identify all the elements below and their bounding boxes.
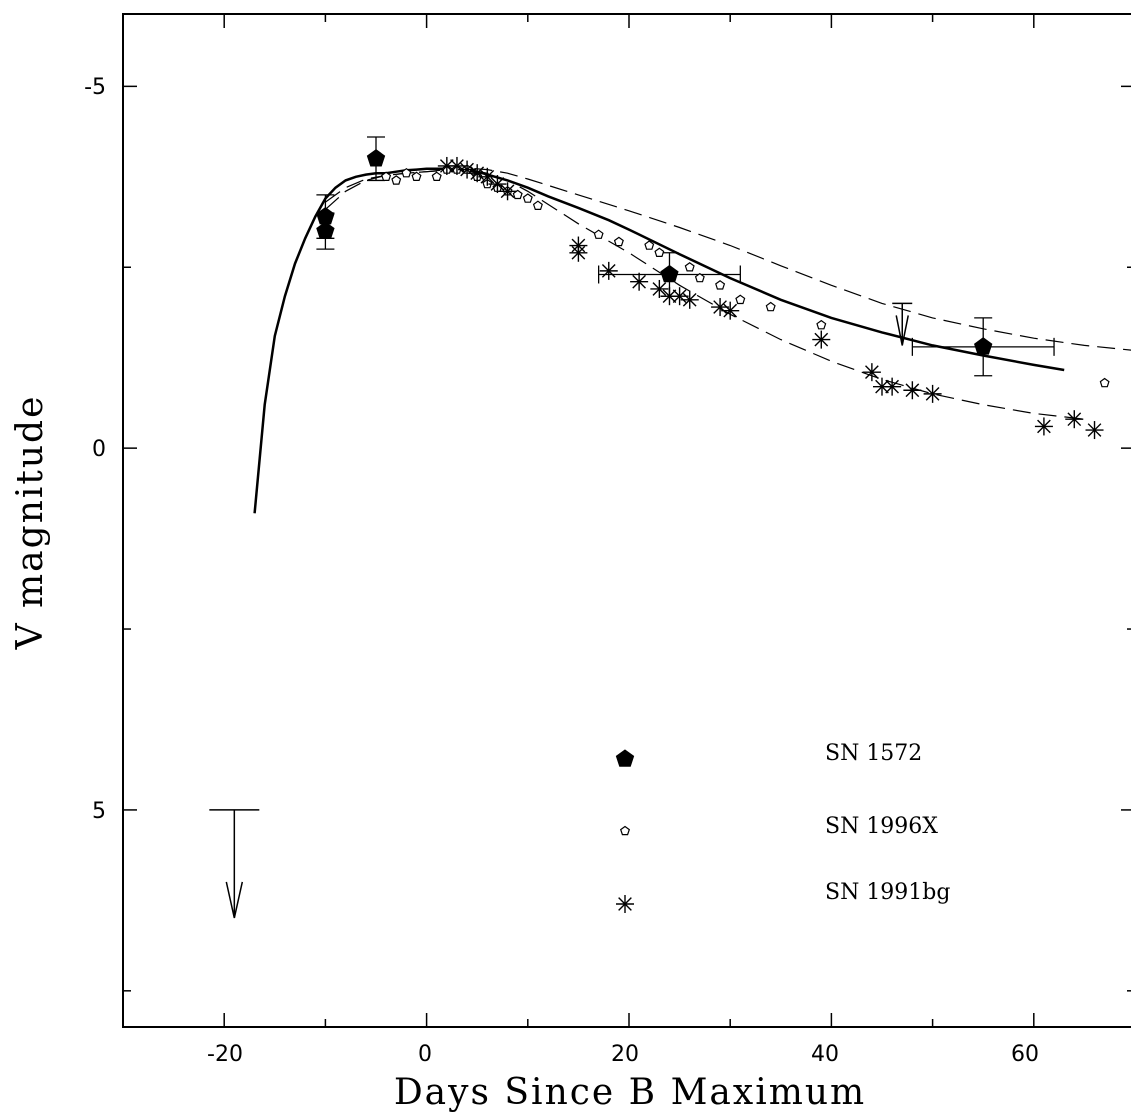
legend-marker-sn1572: [615, 749, 635, 767]
data-point: [630, 272, 649, 291]
data-point: [488, 175, 507, 194]
data-point: [1085, 421, 1104, 440]
data-point: [478, 167, 497, 186]
data-point: [883, 377, 902, 396]
data-point: [654, 247, 665, 257]
data-point: [735, 294, 746, 305]
data-point: [974, 337, 993, 355]
data-point: [366, 149, 386, 167]
y-tick-label: 5: [92, 799, 106, 824]
legend-marker-sn1991bg: [616, 895, 634, 913]
data-point: [903, 381, 922, 400]
data-point: [660, 264, 679, 283]
data-point: [715, 280, 726, 290]
x-axis-title: Days Since B Maximum: [394, 1072, 866, 1113]
model-curve-dashed: [324, 168, 1085, 420]
data-point: [684, 262, 695, 272]
model-curves: [253, 167, 1131, 514]
axis-ticks: [122, 14, 1131, 1027]
y-axis-title: V magnitude: [10, 395, 51, 651]
data-point: [411, 171, 422, 181]
data-point: [694, 272, 705, 283]
data-point: [532, 200, 543, 210]
data-point: [812, 330, 831, 349]
legend-marker-sn1996x: [619, 825, 631, 836]
data-point: [650, 279, 669, 298]
x-tick-label: 20: [611, 1042, 639, 1067]
y-tick-label: 0: [92, 437, 106, 462]
data-point: [1099, 377, 1110, 388]
data-point: [816, 319, 827, 330]
upper-limit-arrowhead: [225, 881, 244, 919]
data-point: [431, 171, 442, 181]
plot-frame: [122, 13, 1131, 1028]
y-tick-labels: -5 0 5: [84, 75, 106, 824]
data-point: [381, 171, 392, 181]
data-point: [569, 243, 588, 262]
x-tick-label: -20: [207, 1042, 243, 1067]
x-tick-label: 60: [1011, 1042, 1039, 1067]
x-tick-label: 0: [418, 1042, 432, 1067]
data-points: [316, 136, 1110, 440]
data-point: [599, 261, 618, 280]
upper-limit-arrowhead: [895, 315, 909, 346]
data-point: [644, 240, 655, 250]
data-point: [680, 290, 699, 309]
data-point: [765, 301, 776, 312]
data-point: [1065, 410, 1084, 429]
data-point: [721, 301, 740, 320]
data-point: [391, 175, 402, 185]
data-point: [1034, 417, 1053, 436]
y-tick-label: -5: [84, 75, 106, 100]
data-point: [512, 189, 523, 200]
model-curve-dashed: [325, 167, 1131, 351]
legend: SN 1572 SN 1996X SN 1991bg: [615, 741, 950, 913]
data-point: [923, 384, 942, 403]
upper-limits: [209, 302, 913, 919]
legend-label-sn1996x: SN 1996X: [825, 814, 938, 839]
data-point: [862, 363, 881, 382]
data-point: [498, 182, 517, 201]
x-tick-labels: -20 0 20 40 60: [207, 1042, 1039, 1067]
x-tick-label: 40: [811, 1042, 839, 1067]
data-point: [593, 229, 604, 239]
data-point: [613, 236, 624, 247]
data-point: [401, 167, 412, 178]
legend-label-sn1991bg: SN 1991bg: [825, 880, 950, 905]
data-point: [316, 221, 335, 239]
data-point: [437, 156, 456, 175]
legend-label-sn1572: SN 1572: [825, 741, 922, 766]
data-point: [522, 193, 533, 203]
